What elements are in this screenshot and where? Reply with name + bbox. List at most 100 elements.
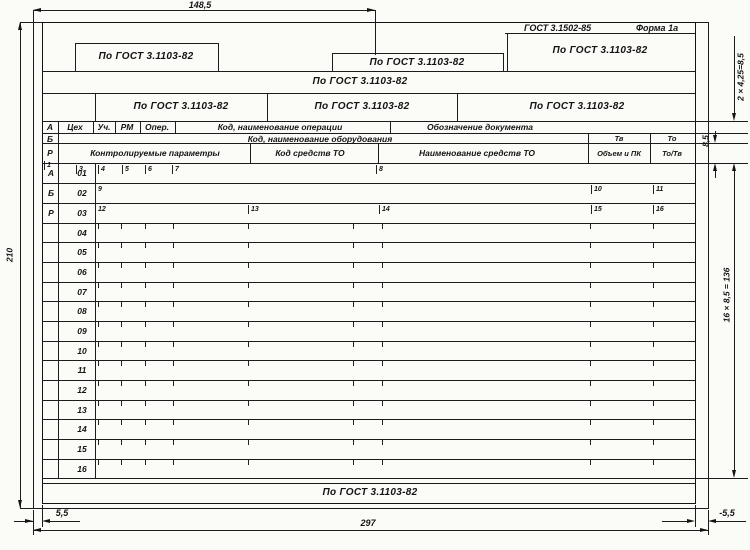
- rule-line: [650, 133, 651, 163]
- col-tick-7: 7: [172, 165, 179, 174]
- row-number: 05: [77, 247, 87, 257]
- table-row-02: Б 02 9 10 11: [42, 183, 695, 203]
- rule-line: [20, 22, 21, 508]
- rule-line: [75, 43, 76, 71]
- rule-line: [250, 143, 251, 163]
- col-tick-6: 6: [145, 165, 152, 174]
- row-number: 13: [77, 405, 87, 415]
- dimension-arrow: [687, 518, 695, 523]
- col-tick-11: 11: [653, 185, 663, 194]
- dim-left-height: 210: [4, 247, 15, 263]
- column-tick-marks: [95, 224, 695, 229]
- rule-line: [662, 521, 687, 522]
- dimension-arrow: [712, 135, 717, 143]
- rule-line: [33, 10, 34, 22]
- column-tick-marks: [95, 381, 695, 386]
- gost-ref-box-2: По ГОСТ 3.1103-82: [314, 101, 410, 112]
- table-row-11: 11: [42, 360, 695, 380]
- table-row-04: 04: [42, 223, 695, 243]
- rule-line: [20, 508, 33, 509]
- col-tick-9: 9: [95, 185, 102, 194]
- rule-line: [695, 163, 748, 164]
- dimension-arrow: [708, 518, 716, 523]
- column-tick-marks: [95, 263, 695, 268]
- dim-row-r-height: 8,5: [700, 135, 711, 147]
- column-tick-marks: [95, 243, 695, 248]
- row-number: 11: [77, 365, 87, 375]
- column-tick-marks: [95, 322, 695, 327]
- col-equipment: Код, наименование оборудования: [247, 134, 393, 144]
- rule-line: [42, 478, 695, 479]
- col-to-tv: То/Тв: [662, 149, 682, 158]
- rule-line: [457, 93, 458, 121]
- row-number: 08: [77, 306, 87, 316]
- row-letter: А: [47, 168, 55, 178]
- row-number: 03: [77, 208, 87, 218]
- rule-line: [267, 93, 268, 121]
- table-row-10: 10: [42, 341, 695, 361]
- dimension-arrow: [17, 500, 22, 508]
- table-row-07: 07: [42, 282, 695, 302]
- dim-header-rows: 2 × 4,25=8,5: [735, 53, 746, 101]
- dim-top-width: 148,5: [188, 0, 212, 10]
- row-number: 04: [77, 228, 87, 238]
- dimension-arrow: [367, 7, 375, 12]
- table-row-03: Р 03 12 13 14 15 16: [42, 203, 695, 223]
- row-number: 15: [77, 444, 87, 454]
- rule-line: [375, 10, 376, 55]
- col-tick-12: 12: [95, 205, 106, 214]
- col-oper: Опер.: [144, 122, 170, 132]
- dimension-arrow: [42, 518, 50, 523]
- row-number: 12: [77, 385, 87, 395]
- dim-margin-left: 5,5: [55, 508, 69, 518]
- rule-line: [42, 143, 695, 144]
- table-row-09: 09: [42, 321, 695, 341]
- rule-line: [58, 121, 59, 478]
- col-tick-13: 13: [248, 205, 259, 214]
- column-tick-marks: [95, 401, 695, 406]
- rule-line: [507, 33, 508, 71]
- gost-ref-box-3: По ГОСТ 3.1103-82: [529, 101, 625, 112]
- col-rm: РМ: [120, 122, 134, 132]
- gost-ref-footer: По ГОСТ 3.1103-82: [322, 487, 418, 498]
- table-row-16: 16: [42, 459, 695, 479]
- table-row-08: 08: [42, 301, 695, 321]
- gost-ref-box-right: По ГОСТ 3.1103-82: [552, 45, 648, 56]
- dimension-arrow: [731, 470, 736, 478]
- row-number: 10: [77, 346, 87, 356]
- service-symbol-b: Б: [46, 134, 54, 144]
- rule-line: [75, 43, 218, 44]
- row-number: 14: [77, 424, 87, 434]
- rule-line: [695, 143, 748, 144]
- rule-line: [42, 121, 695, 122]
- col-code-to: Код средств ТО: [275, 148, 345, 158]
- row-number: 07: [77, 287, 87, 297]
- standard-code: ГОСТ 3.1502-85: [524, 23, 592, 33]
- dim-body-rows: 16 × 8,5 = 136: [721, 267, 732, 323]
- rule-line: [140, 121, 141, 133]
- row-letter: Б: [47, 188, 55, 198]
- column-tick-marks: [95, 460, 695, 465]
- rule-line: [115, 121, 116, 133]
- rule-line: [715, 171, 716, 178]
- row-number: 01: [77, 168, 87, 178]
- form-number: Форма 1а: [636, 23, 679, 33]
- rule-line: [734, 36, 735, 113]
- column-tick-marks: [95, 342, 695, 347]
- dimension-arrow: [17, 22, 22, 30]
- rule-line: [42, 483, 695, 484]
- gost-ref-strip: По ГОСТ 3.1103-82: [312, 76, 408, 87]
- rule-line: [33, 530, 708, 531]
- rule-line: [33, 10, 375, 11]
- col-tick-15: 15: [591, 205, 602, 214]
- col-tick-1: 1: [44, 161, 51, 170]
- dimension-arrow: [731, 113, 736, 121]
- col-parameters: Контролируемые параметры: [90, 148, 220, 158]
- col-uch: Уч.: [97, 122, 111, 132]
- rule-line: [390, 121, 391, 133]
- rule-line: [218, 43, 219, 71]
- gost-ref-box-left: По ГОСТ 3.1103-82: [98, 51, 194, 62]
- rule-line: [95, 163, 96, 478]
- column-tick-marks: [95, 361, 695, 366]
